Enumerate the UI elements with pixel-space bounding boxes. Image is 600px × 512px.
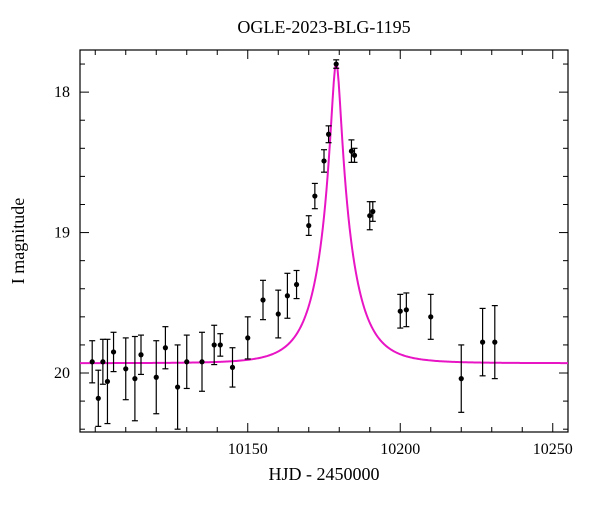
x-tick-label: 10150 — [228, 441, 268, 458]
x-axis-label: HJD - 2450000 — [269, 464, 380, 484]
chart-title: OGLE-2023-BLG-1195 — [237, 17, 410, 37]
y-tick-label: 20 — [54, 365, 70, 382]
chart-svg: OGLE-2023-BLG-1195 10150 10200 10250 18 19 20 H… — [0, 0, 600, 512]
y-tick-label: 18 — [54, 84, 70, 101]
x-tick-label: 10200 — [380, 441, 420, 458]
y-tick-label: 19 — [54, 225, 70, 242]
y-axis-label: I magnitude — [8, 198, 28, 284]
x-tick-label: 10250 — [533, 441, 573, 458]
chart-container: OGLE-2023-BLG-1195 10150 10200 10250 18 19 20 H… — [0, 0, 600, 512]
plot-background — [0, 0, 600, 512]
